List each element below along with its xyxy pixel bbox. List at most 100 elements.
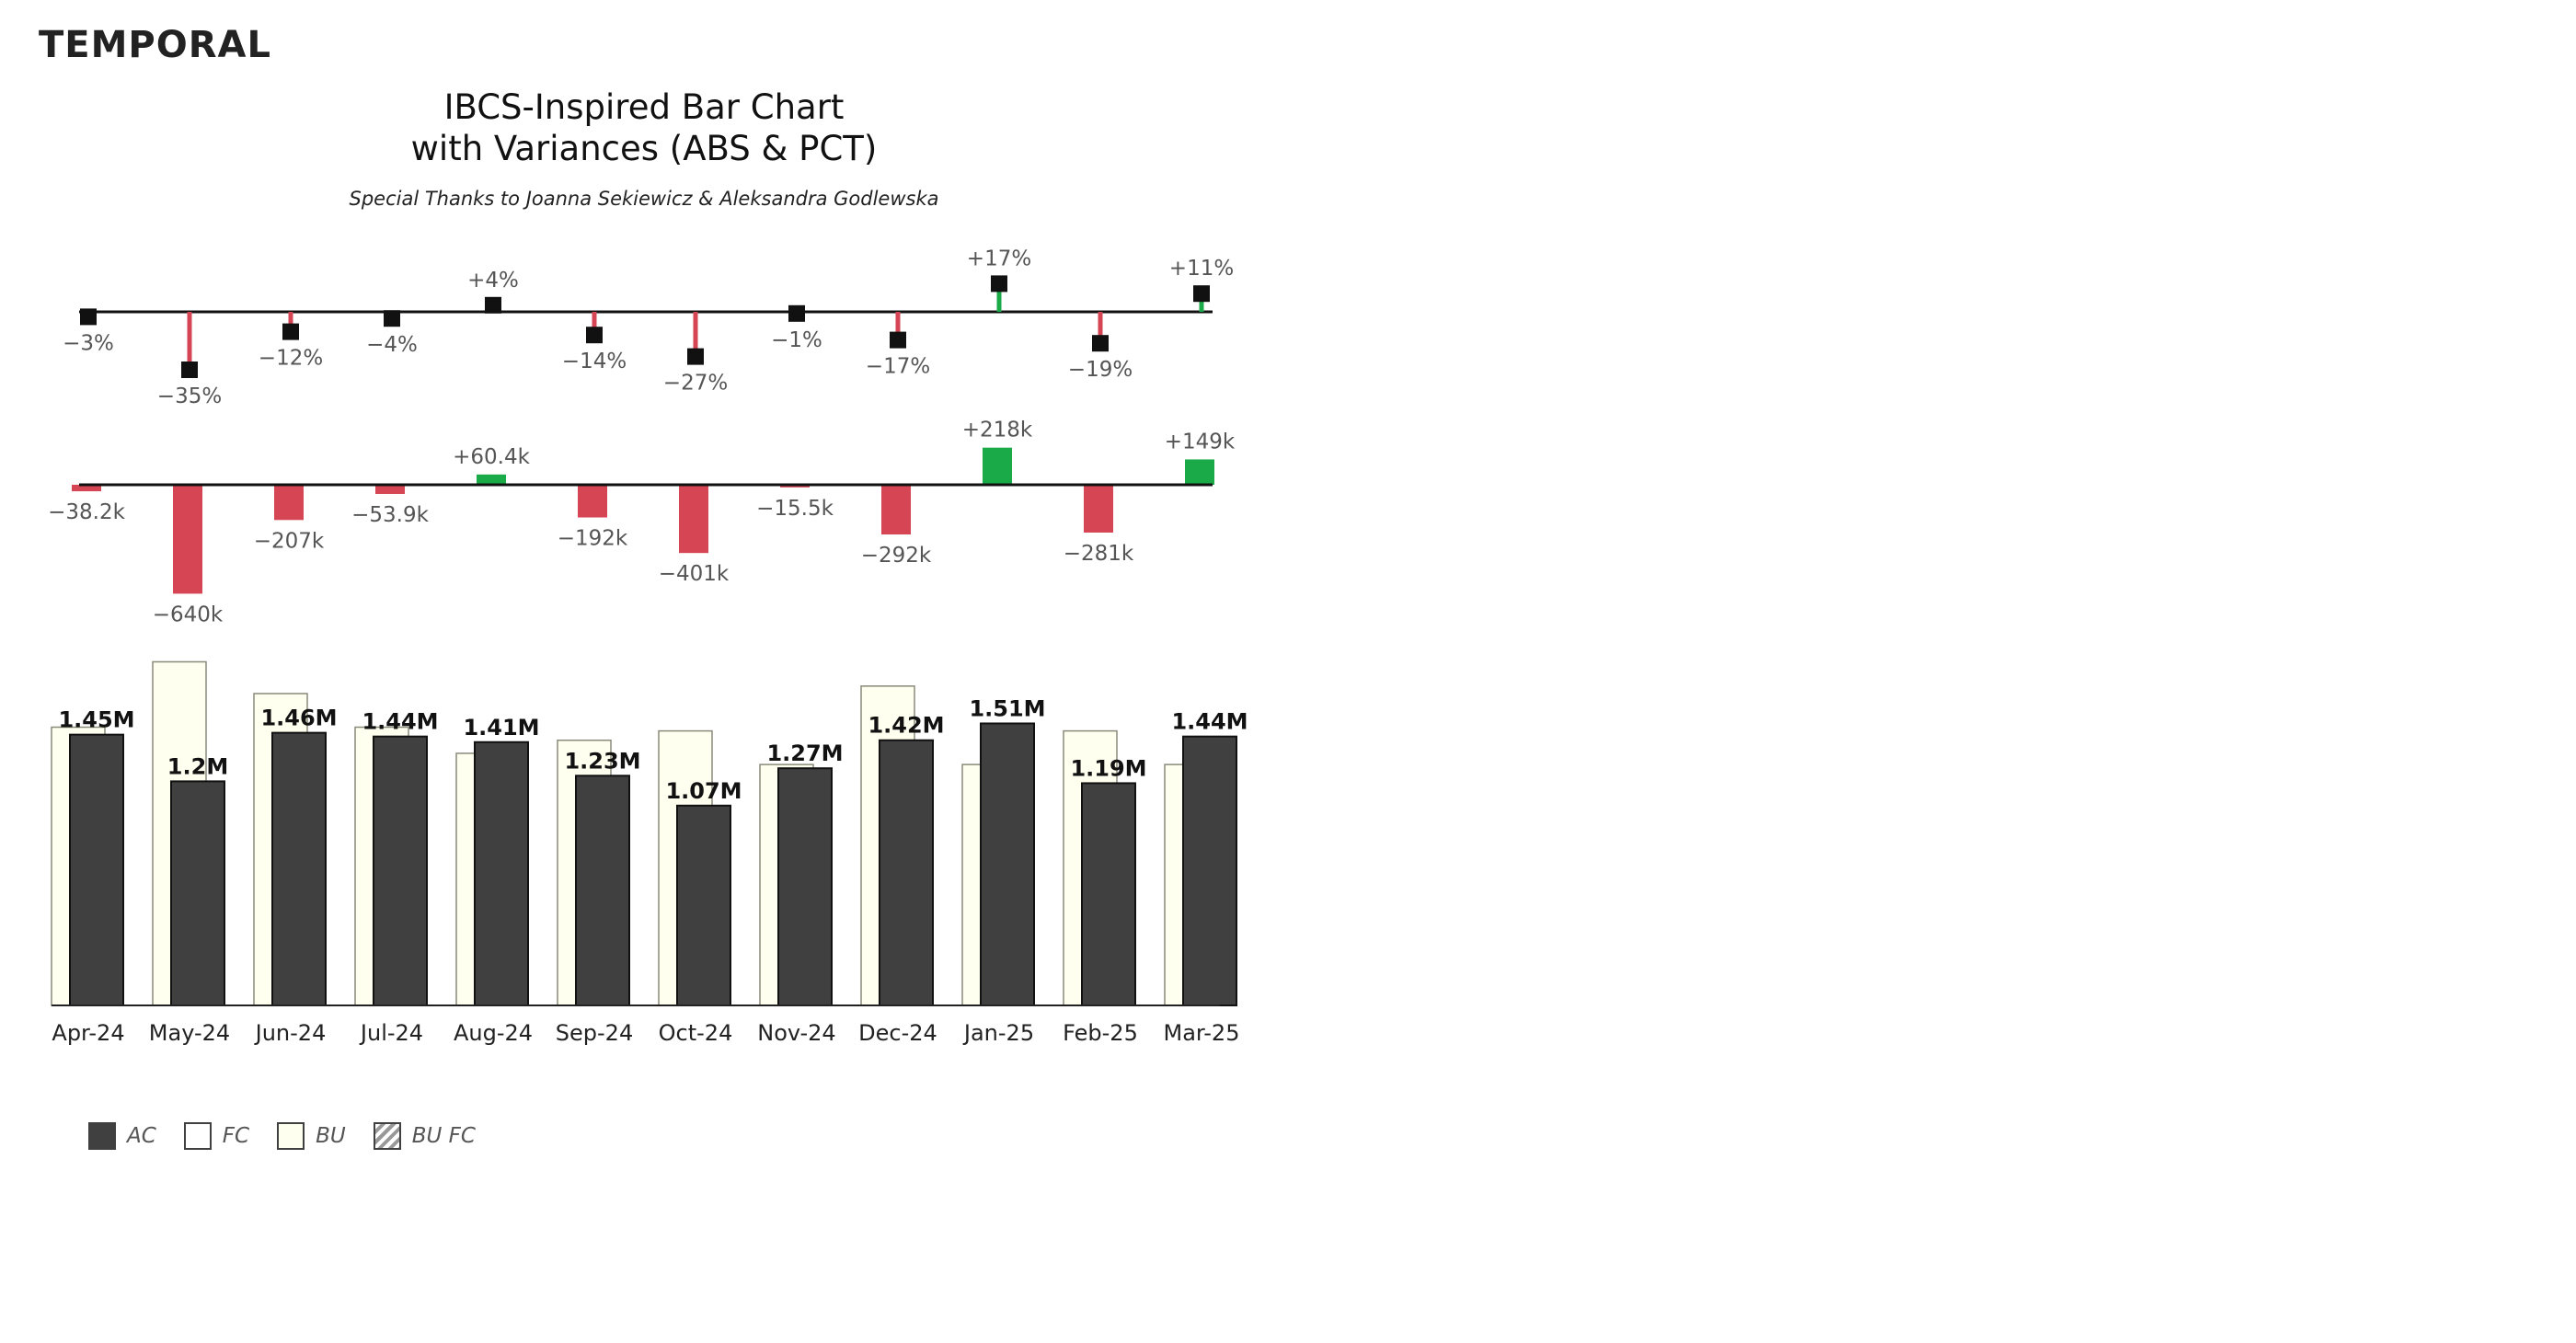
abs-variance-label: −207k xyxy=(254,529,325,553)
chart-title-line-2: with Variances (ABS & PCT) xyxy=(410,129,878,168)
ac-value-label: 1.44M xyxy=(1171,709,1248,735)
category-tick-label: Aug-24 xyxy=(454,1020,533,1046)
chart-subtitle: Special Thanks to Joanna Sekiewicz & Ale… xyxy=(349,188,939,210)
pct-variance-marker xyxy=(485,296,501,314)
abs-variance-bar xyxy=(881,485,911,535)
ac-bar xyxy=(980,722,1035,1006)
ac-value-label: 1.45M xyxy=(58,707,134,733)
abs-variance-label: −640k xyxy=(153,603,224,626)
legend-label-bu: BU xyxy=(316,1124,346,1148)
abs-variance-bar xyxy=(375,485,405,494)
legend-item-ac[interactable]: AC xyxy=(88,1122,156,1150)
abs-variance-bar xyxy=(274,485,304,521)
abs-variance-bar xyxy=(578,485,607,518)
ac-bar xyxy=(474,740,529,1007)
ac-value-label: 1.41M xyxy=(463,715,539,740)
ac-value-label: 1.51M xyxy=(969,695,1045,721)
ac-value-label: 1.23M xyxy=(564,748,640,774)
pct-variance-marker xyxy=(1092,335,1109,352)
pct-variance-label: −12% xyxy=(259,347,323,371)
legend-label-fc: FC xyxy=(222,1124,250,1148)
pct-variance-marker xyxy=(80,308,97,326)
ac-value-label: 1.27M xyxy=(766,740,843,766)
ac-bar xyxy=(575,775,630,1006)
abs-variance-bar xyxy=(679,485,708,554)
category-tick-label: May-24 xyxy=(149,1020,230,1046)
ac-bar xyxy=(879,739,934,1006)
ac-bar xyxy=(1182,735,1237,1006)
pct-variance-label: −14% xyxy=(562,350,627,373)
legend-item-bu[interactable]: BU xyxy=(277,1122,346,1150)
ac-value-label: 1.42M xyxy=(868,713,944,739)
abs-variance-label: −292k xyxy=(861,544,932,568)
ac-bar xyxy=(777,767,833,1006)
category-tick-label: Dec-24 xyxy=(858,1020,937,1046)
ac-value-label: 1.07M xyxy=(665,778,742,804)
pct-variance-marker xyxy=(181,362,198,378)
abs-variance-bar xyxy=(1084,485,1113,533)
ac-bar xyxy=(271,731,327,1006)
abs-variance-label: +149k xyxy=(1165,430,1236,453)
pct-variance-marker xyxy=(384,310,400,327)
legend-item-bu-fc[interactable]: BU FC xyxy=(373,1122,476,1150)
abs-variance-label: −281k xyxy=(1064,542,1134,566)
category-tick-label: Feb-25 xyxy=(1063,1020,1138,1046)
abs-variance-bar xyxy=(72,485,101,492)
abs-variance-label: +60.4k xyxy=(453,445,530,469)
legend-swatch-bu-fc xyxy=(373,1122,401,1150)
abs-variance-label: +218k xyxy=(962,419,1033,442)
abs-variance-label: −15.5k xyxy=(756,497,834,521)
abs-variance-label: −38.2k xyxy=(48,500,125,524)
ac-bar xyxy=(373,735,428,1006)
pct-variance-marker xyxy=(1193,285,1210,303)
pct-variance-label: −1% xyxy=(771,328,822,352)
category-tick-label: Jul-24 xyxy=(359,1020,423,1046)
pct-variance-marker xyxy=(586,327,603,344)
pct-variance-marker xyxy=(991,275,1007,293)
pct-variance-marker xyxy=(890,331,906,349)
abs-variance-bar xyxy=(1185,459,1214,485)
pct-variance-label: −3% xyxy=(63,331,114,355)
category-tick-label: Jan-25 xyxy=(962,1020,1034,1046)
abs-variance-bar xyxy=(173,485,202,594)
abs-variance-label: −53.9k xyxy=(351,503,429,527)
chart-title-line-1: IBCS-Inspired Bar Chart xyxy=(443,87,845,127)
pct-variance-label: +17% xyxy=(967,247,1031,270)
legend-label-ac: AC xyxy=(127,1124,156,1148)
category-tick-label: Nov-24 xyxy=(757,1020,835,1046)
pct-variance-label: −19% xyxy=(1068,358,1133,382)
category-tick-label: Sep-24 xyxy=(556,1020,633,1046)
pct-variance-label: −17% xyxy=(866,355,930,379)
ac-value-label: 1.2M xyxy=(167,753,228,779)
ac-bar xyxy=(69,733,124,1007)
brand-logo: TEMPORAL xyxy=(39,24,271,66)
legend-item-fc[interactable]: FC xyxy=(183,1122,250,1150)
pct-variance-label: +4% xyxy=(467,269,519,293)
ac-bar xyxy=(170,780,225,1007)
ac-bar xyxy=(676,804,731,1006)
abs-variance-bar xyxy=(983,447,1012,485)
legend-swatch-ac xyxy=(88,1122,116,1150)
abs-variance-label: −192k xyxy=(558,527,628,551)
pct-variance-marker xyxy=(788,304,805,322)
pct-variance-label: −4% xyxy=(366,333,418,357)
pct-variance-marker xyxy=(687,348,704,365)
pct-variance-label: −27% xyxy=(663,372,728,396)
pct-variance-label: +11% xyxy=(1169,257,1234,281)
chart-legend: AC FC BU BU FC xyxy=(88,1122,476,1150)
ac-value-label: 1.19M xyxy=(1070,755,1146,781)
legend-label-bu-fc: BU FC xyxy=(411,1124,476,1148)
abs-variance-bar xyxy=(477,474,506,485)
category-tick-label: Mar-25 xyxy=(1164,1020,1240,1046)
category-tick-label: Apr-24 xyxy=(52,1020,124,1046)
abs-variance-label: −401k xyxy=(659,562,730,586)
category-tick-label: Jun-24 xyxy=(254,1020,327,1046)
category-tick-label: Oct-24 xyxy=(659,1020,733,1046)
pct-variance-label: −35% xyxy=(157,385,222,408)
ac-bar xyxy=(1081,782,1136,1006)
ac-value-label: 1.44M xyxy=(362,709,438,735)
ac-value-label: 1.46M xyxy=(260,706,337,731)
pct-variance-marker xyxy=(282,323,299,340)
legend-swatch-bu xyxy=(277,1122,305,1150)
